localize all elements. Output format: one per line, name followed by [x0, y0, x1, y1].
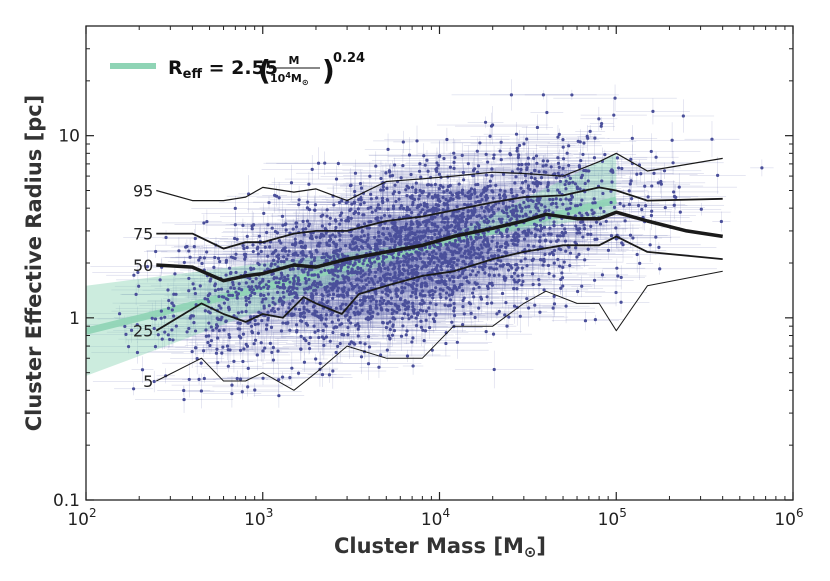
- plot-area: [86, 79, 774, 413]
